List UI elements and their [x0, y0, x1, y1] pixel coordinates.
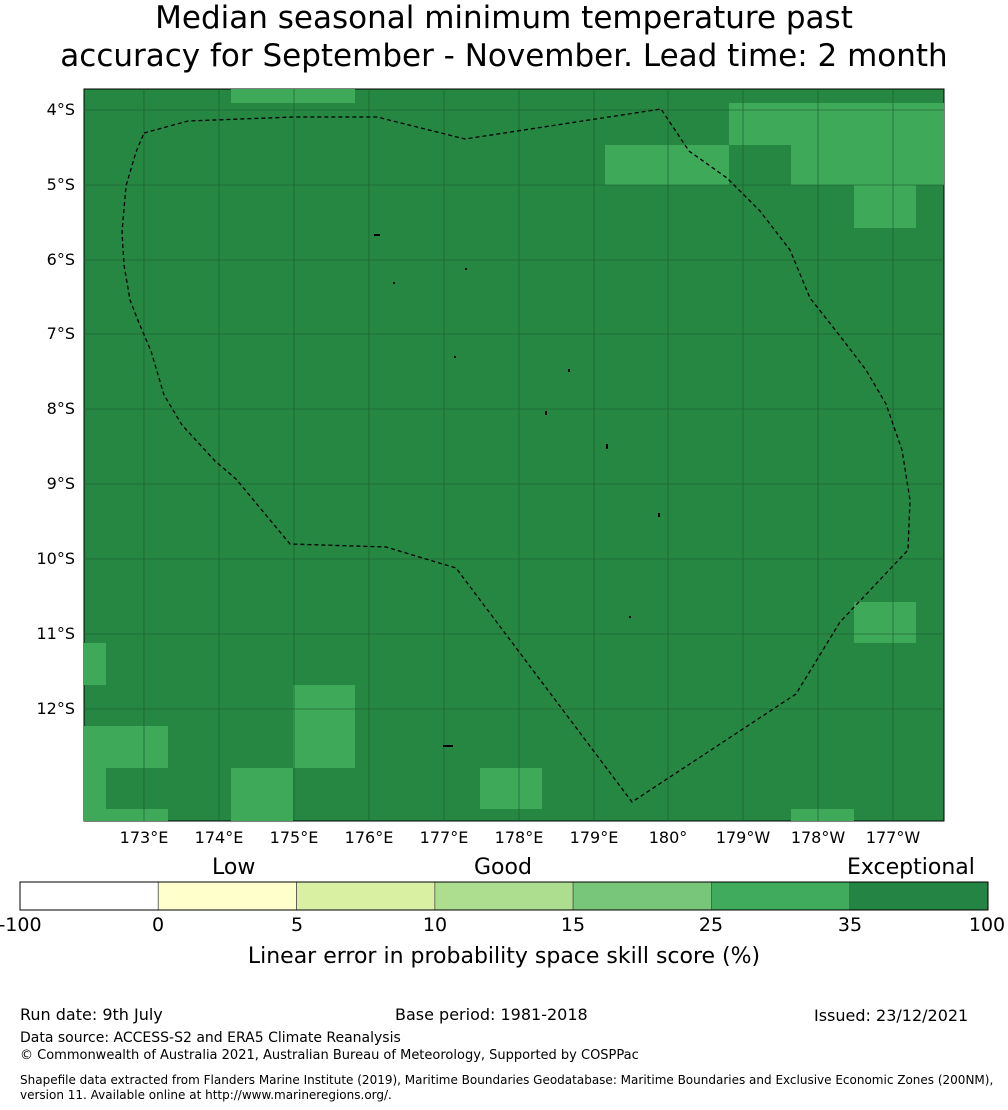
lat-label: 11°S — [36, 624, 75, 643]
island — [545, 411, 547, 415]
lat-label: 7°S — [46, 324, 75, 343]
grid-cell — [231, 89, 355, 103]
shapefile-credit-line1: Shapefile data extracted from Flanders M… — [20, 1073, 994, 1087]
skill-map — [83, 88, 945, 822]
graticule — [84, 89, 944, 821]
island — [568, 369, 570, 372]
island — [443, 745, 453, 747]
islands — [374, 234, 660, 747]
lon-label: 178°W — [790, 828, 846, 847]
lat-label: 12°S — [36, 699, 75, 718]
grid-cell — [480, 768, 542, 809]
base-period: Base period: 1981-2018 — [395, 1005, 588, 1024]
lat-label: 4°S — [46, 100, 75, 119]
island — [465, 268, 467, 270]
island — [606, 444, 608, 449]
shapefile-credit-line2: version 11. Available online at http://w… — [20, 1088, 392, 1102]
colorbar-title: Linear error in probability space skill … — [247, 944, 761, 969]
grid-cell — [293, 685, 355, 768]
colorbar-bin — [157, 881, 297, 911]
colorbar-tick: 5 — [290, 914, 304, 936]
eez-boundary — [121, 108, 911, 803]
colorbar-category-exceptional: Exceptional — [847, 855, 975, 880]
lat-label: 10°S — [36, 549, 75, 568]
colorbar-category-low: Low — [212, 855, 256, 880]
copyright: © Commonwealth of Australia 2021, Austra… — [20, 1048, 639, 1063]
lon-label: 176°E — [344, 828, 394, 847]
lat-label: 9°S — [46, 474, 75, 493]
island — [374, 234, 380, 236]
grid-cell — [791, 809, 854, 821]
colorbar-tick: 15 — [560, 914, 586, 936]
colorbar-bin — [849, 881, 989, 911]
island — [393, 282, 395, 284]
lon-label: 179°E — [569, 828, 619, 847]
map-title-line2: accuracy for September - November. Lead … — [60, 38, 948, 74]
colorbar-bin — [572, 881, 712, 911]
colorbar-bin — [19, 881, 159, 911]
grid-cell — [84, 726, 168, 768]
run-date: Run date: 9th July — [20, 1005, 163, 1024]
data-source: Data source: ACCESS-S2 and ERA5 Climate … — [20, 1030, 401, 1046]
grid-cell — [605, 145, 729, 185]
lon-label: 175°E — [269, 828, 319, 847]
colorbar-tick: 100 — [968, 914, 1006, 936]
colorbar-bin — [711, 881, 851, 911]
lat-label: 5°S — [46, 175, 75, 194]
colorbar-tick: 25 — [698, 914, 724, 936]
grid-cell — [854, 185, 916, 228]
island — [658, 513, 660, 517]
grid-cell — [854, 602, 916, 643]
colorbar-bin — [434, 881, 574, 911]
lon-label: 179°W — [715, 828, 771, 847]
colorbar-tick: 0 — [151, 914, 165, 936]
lat-label: 8°S — [46, 399, 75, 418]
colorbar-tick: 35 — [837, 914, 863, 936]
grid-cell — [84, 643, 106, 685]
island — [629, 616, 631, 618]
island — [454, 356, 456, 358]
grid-cell — [106, 809, 168, 821]
grid-cell — [791, 145, 944, 185]
lon-label: 177°E — [419, 828, 469, 847]
lon-label: 180° — [648, 828, 688, 847]
lon-label: 173°E — [119, 828, 169, 847]
issued-date: Issued: 23/12/2021 — [814, 1006, 969, 1025]
lon-label: 174°E — [194, 828, 244, 847]
colorbar-bin — [296, 881, 436, 911]
grid-cell — [84, 768, 106, 821]
lon-label: 178°E — [494, 828, 544, 847]
lon-label: 177°W — [865, 828, 921, 847]
map-background — [83, 88, 945, 822]
lat-label: 6°S — [46, 250, 75, 269]
map-title-line1: Median seasonal minimum temperature past — [155, 0, 853, 36]
colorbar-tick: 10 — [422, 914, 448, 936]
colorbar-tick: -100 — [0, 914, 42, 936]
grid-cell — [729, 103, 944, 145]
highlight-cells — [84, 89, 944, 821]
colorbar-category-good: Good — [474, 855, 532, 880]
grid-cell — [231, 768, 293, 821]
